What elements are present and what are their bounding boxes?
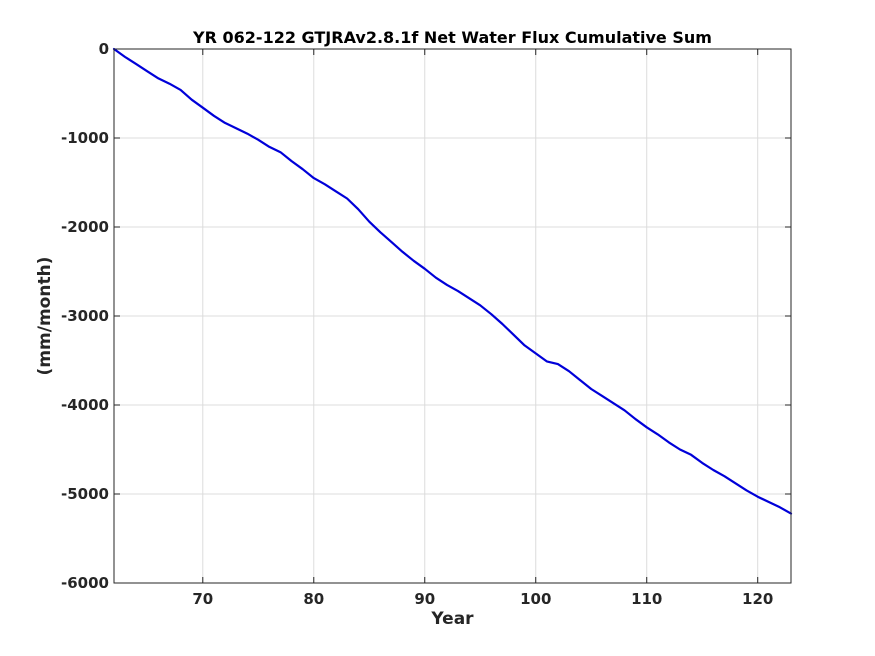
x-tick-label: 70 (192, 590, 213, 608)
x-tick-label: 110 (631, 590, 662, 608)
y-tick-label: -6000 (61, 574, 109, 592)
x-tick-label: 80 (303, 590, 324, 608)
y-tick-label: -1000 (61, 129, 109, 147)
series-line-1 (112, 47, 793, 515)
y-tick-label: -3000 (61, 307, 109, 325)
y-axis-title: (mm/month) (35, 257, 55, 376)
y-tick-label: -4000 (61, 396, 109, 414)
x-tick-label: 120 (742, 590, 773, 608)
y-tick-label: -2000 (61, 218, 109, 236)
x-axis-title: Year (430, 609, 474, 629)
y-tick-label: 0 (99, 40, 109, 58)
chart-title: YR 062-122 GTJRAv2.8.1f Net Water Flux C… (192, 28, 712, 47)
x-tick-label: 90 (414, 590, 435, 608)
axis-ticks: 70 80 90 100 110 120 0 -1000 -2000 -3000 -4000 -500… (61, 40, 791, 608)
y-tick-label: -5000 (61, 485, 109, 503)
x-tick-label: 100 (520, 590, 551, 608)
series-group (112, 47, 793, 515)
